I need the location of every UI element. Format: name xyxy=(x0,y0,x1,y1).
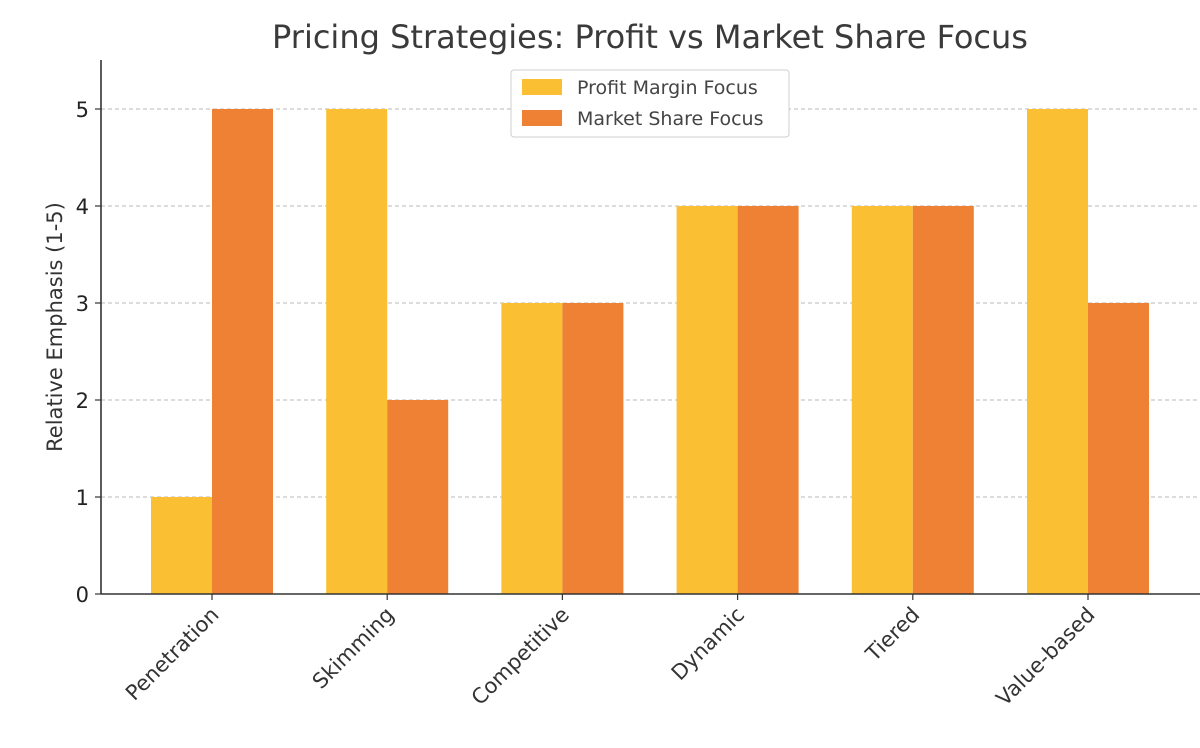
bar-market-share-dynamic[interactable] xyxy=(737,206,799,594)
y-axis-ticks: 0 1 2 3 4 5 xyxy=(76,98,101,607)
bar-profit-margin-competitive[interactable] xyxy=(501,303,563,594)
chart-title: Pricing Strategies: Profit vs Market Sha… xyxy=(272,18,1028,56)
bar-market-share-tiered[interactable] xyxy=(912,206,974,594)
axes xyxy=(100,60,1200,595)
bar-market-share-value-based[interactable] xyxy=(1088,303,1149,594)
x-tick-label-skimming: Skimming xyxy=(308,603,399,694)
bar-profit-margin-skimming[interactable] xyxy=(326,109,388,594)
bars xyxy=(151,109,1149,594)
y-tick-label: 2 xyxy=(76,389,89,413)
y-tick-label: 5 xyxy=(76,98,89,122)
y-axis-label: Relative Emphasis (1-5) xyxy=(43,202,67,452)
legend-box xyxy=(510,69,790,138)
y-tick-label: 3 xyxy=(76,292,89,316)
bar-market-share-penetration[interactable] xyxy=(212,109,273,594)
x-tick-label-value-based: Value-based xyxy=(992,603,1100,711)
bar-market-share-skimming[interactable] xyxy=(387,400,449,594)
legend-swatch-market-share xyxy=(522,110,562,126)
x-tick-label-competitive: Competitive xyxy=(467,603,574,710)
legend: Profit Margin Focus Market Share Focus xyxy=(510,69,790,138)
bar-profit-margin-tiered[interactable] xyxy=(851,206,913,594)
bar-profit-margin-value-based[interactable] xyxy=(1027,109,1088,594)
legend-label-profit-margin: Profit Margin Focus xyxy=(577,77,758,99)
y-tick-label: 4 xyxy=(76,195,89,219)
x-tick-label-dynamic: Dynamic xyxy=(667,603,749,685)
bar-profit-margin-dynamic[interactable] xyxy=(676,206,738,594)
bar-market-share-competitive[interactable] xyxy=(562,303,624,594)
bar-profit-margin-penetration[interactable] xyxy=(151,497,212,594)
legend-swatch-profit-margin xyxy=(522,79,562,95)
y-tick-label: 0 xyxy=(76,583,89,607)
legend-label-market-share: Market Share Focus xyxy=(577,108,763,130)
y-tick-label: 1 xyxy=(76,486,89,510)
x-tick-label-tiered: Tiered xyxy=(860,603,924,667)
x-axis-ticks: Penetration Skimming Competitive Dynamic Tie… xyxy=(121,594,1100,710)
x-tick-label-penetration: Penetration xyxy=(121,603,224,706)
